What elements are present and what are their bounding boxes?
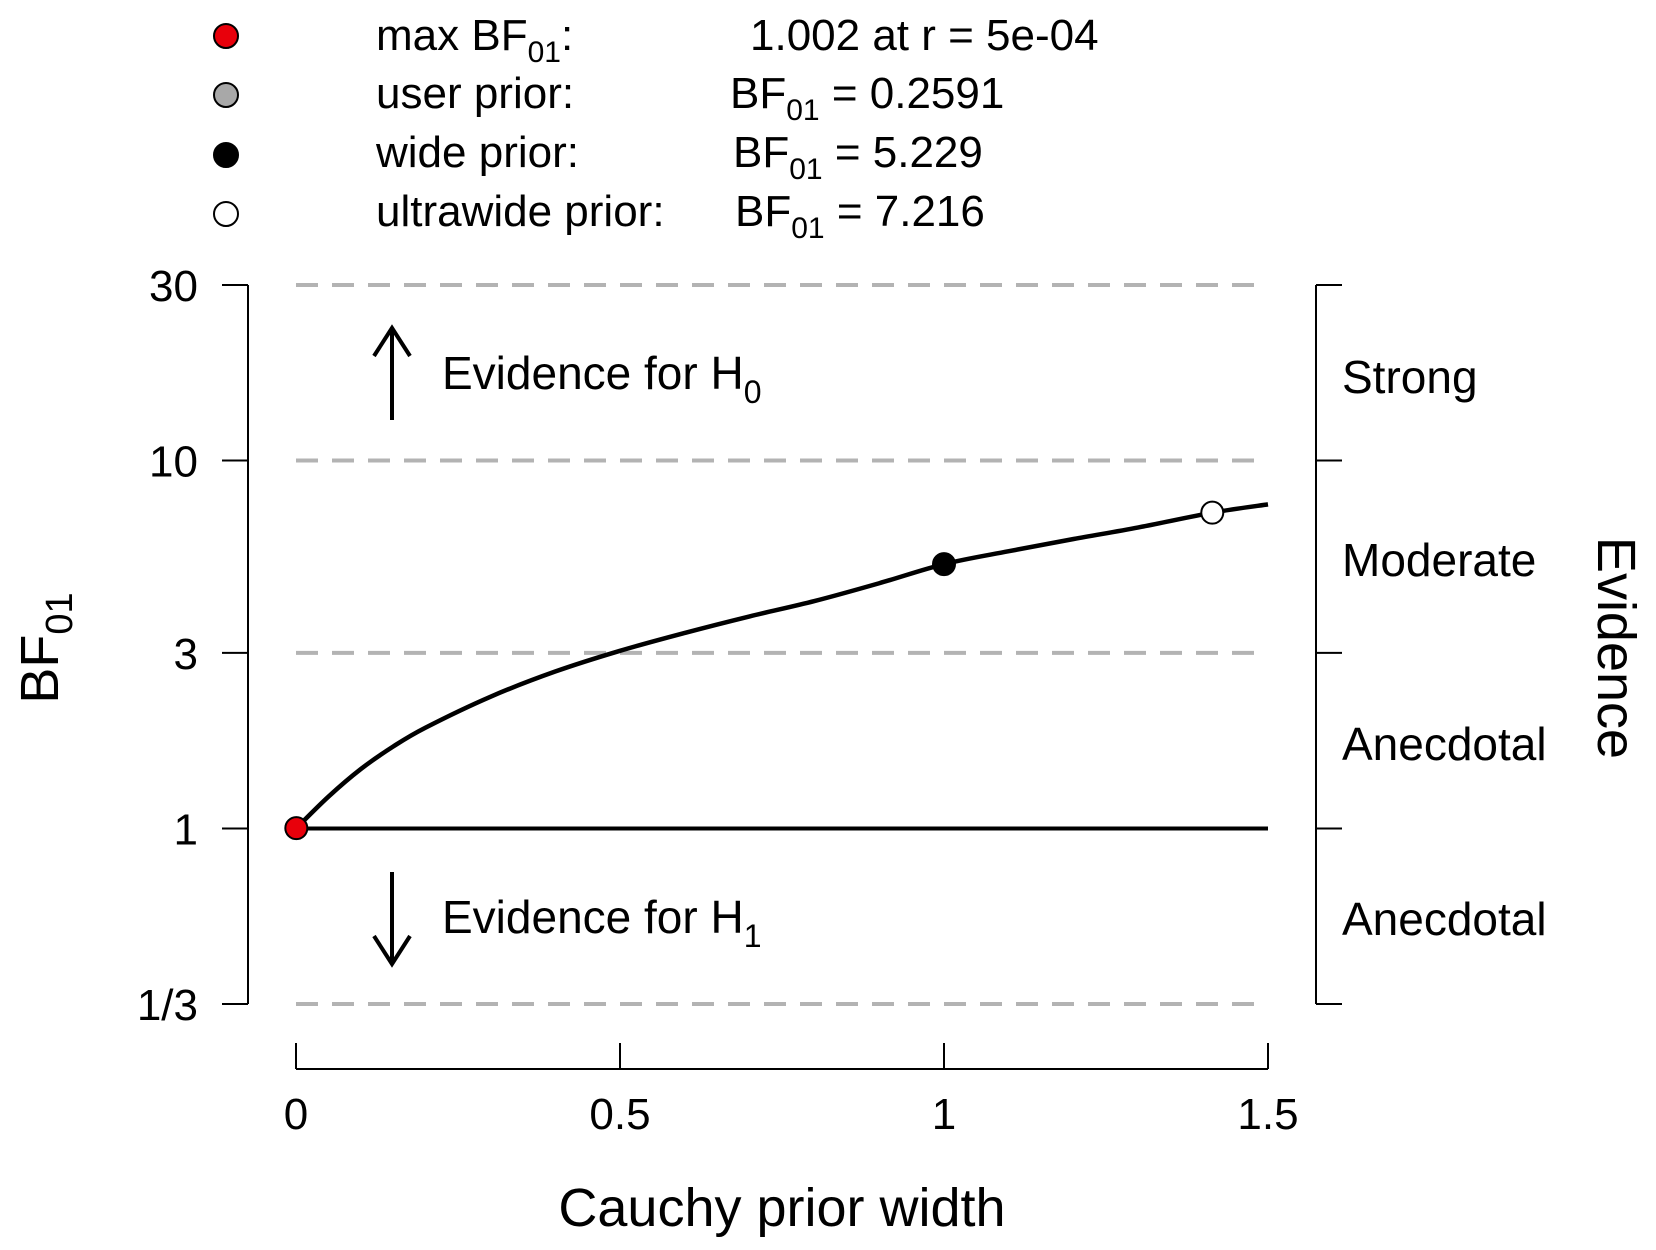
legend-marker-max — [213, 23, 239, 49]
legend-label-user: user prior: — [376, 69, 574, 118]
y2-axis-title: Evidence — [1586, 537, 1646, 759]
legend-item-max: max BF01: 1.002 at r = 5e-04 — [213, 11, 1099, 69]
annotation-h0: Evidence for H0 — [372, 324, 762, 420]
robustness-curve — [294, 502, 1269, 831]
category-strong: Strong — [1342, 351, 1478, 403]
x-tick-label-3: 1.5 — [1237, 1090, 1298, 1139]
axes: 1/3 1 3 10 30 0 0.5 1 1.5 — [137, 262, 1342, 1139]
evidence-for-h0-label: Evidence for H0 — [442, 347, 762, 410]
x-tick-label-2: 1 — [932, 1090, 956, 1139]
point-ultrawide-prior — [1200, 500, 1225, 525]
legend-marker-user — [213, 82, 239, 108]
legend-label-wide: wide prior: — [375, 128, 579, 177]
category-anecdotal-upper: Anecdotal — [1342, 718, 1547, 770]
threshold-lines — [296, 283, 1268, 1006]
legend-item-ultrawide: ultrawide prior: BF01 = 7.216 — [213, 187, 985, 245]
y-tick-label-0: 1/3 — [137, 981, 198, 1030]
x-axis-title: Cauchy prior width — [558, 1178, 1005, 1238]
x-tick-label-1: 0.5 — [589, 1090, 650, 1139]
y-tick-label-2: 3 — [174, 630, 198, 679]
x-axis-ticks: 0 0.5 1 1.5 — [284, 1043, 1299, 1139]
y-tick-label-3: 10 — [149, 438, 198, 487]
legend-value-max: 1.002 at r = 5e-04 — [750, 11, 1099, 60]
category-moderate: Moderate — [1342, 534, 1536, 586]
legend-item-wide: wide prior: BF01 = 5.229 — [213, 128, 983, 186]
legend-value-user: BF01 = 0.2591 — [730, 69, 1004, 127]
legend-value-wide: BF01 = 5.229 — [733, 128, 983, 186]
evidence-categories: Strong Moderate Anecdotal Anecdotal — [1342, 351, 1547, 945]
legend: max BF01: 1.002 at r = 5e-04 user prior:… — [213, 11, 1099, 245]
y-tick-label-4: 30 — [149, 262, 198, 311]
down-arrowhead-icon — [372, 934, 412, 968]
legend-marker-wide — [213, 142, 239, 168]
legend-label-max: max BF01: — [376, 11, 573, 69]
legend-item-user: user prior: BF01 = 0.2591 — [213, 69, 1004, 127]
point-max-bf01 — [284, 816, 309, 841]
x-tick-label-0: 0 — [284, 1090, 308, 1139]
point-wide-prior — [932, 552, 956, 577]
legend-marker-ultrawide — [213, 201, 239, 227]
up-arrowhead-icon — [372, 324, 412, 358]
legend-label-ultrawide: ultrawide prior: — [376, 187, 665, 236]
category-anecdotal-lower: Anecdotal — [1342, 893, 1547, 945]
y-axis-ticks: 1/3 1 3 10 30 — [137, 262, 248, 1030]
y-axis-title: BF01 — [10, 592, 81, 703]
evidence-for-h1-label: Evidence for H1 — [442, 891, 762, 954]
y2-axis-ticks — [1316, 284, 1342, 1005]
y-tick-label-1: 1 — [174, 805, 198, 854]
legend-value-ultrawide: BF01 = 7.216 — [735, 187, 985, 245]
prior-points — [284, 500, 1225, 841]
annotation-h1: Evidence for H1 — [372, 872, 762, 968]
